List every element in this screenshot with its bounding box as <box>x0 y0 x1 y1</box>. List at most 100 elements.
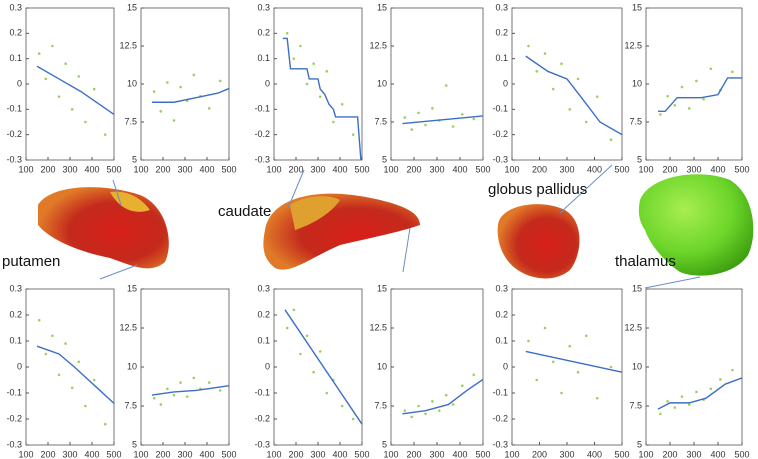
x-tick-label: 200 <box>406 449 421 459</box>
x-tick-label: 100 <box>18 449 33 459</box>
plot-frame <box>273 7 363 161</box>
plot-frame <box>511 288 623 446</box>
structure-label: thalamus <box>615 253 676 270</box>
data-point <box>51 44 54 48</box>
y-tick-label: 12.5 <box>119 40 137 50</box>
chart-panel: -0.3 -0.2 -0.1 0 0.1 0.2 0.3 100 200 300 400 500 <box>6 2 121 174</box>
globus-pallidus-shape <box>497 204 580 279</box>
x-tick-label: 400 <box>710 164 725 174</box>
data-point <box>57 95 61 98</box>
x-tick-label: 400 <box>332 164 347 174</box>
data-point <box>680 395 684 398</box>
y-tick-label: -0.3 <box>6 439 22 449</box>
y-tick-label: 12.5 <box>369 40 387 50</box>
x-tick-label: 500 <box>614 164 629 174</box>
x-tick-label: 500 <box>221 164 236 174</box>
data-point <box>292 308 296 312</box>
plot-frame <box>390 288 484 446</box>
y-tick-label: -0.1 <box>254 387 270 397</box>
x-tick-label: 400 <box>84 164 99 174</box>
fit-line <box>402 378 484 415</box>
x-tick-label: 500 <box>354 164 369 174</box>
y-tick-label: 7.5 <box>124 116 137 126</box>
data-point <box>431 400 434 403</box>
data-point <box>37 318 41 322</box>
data-point <box>461 384 464 388</box>
y-tick-label: 10 <box>632 78 642 88</box>
data-point <box>673 406 677 409</box>
data-point <box>595 396 599 400</box>
fit-line <box>152 87 230 103</box>
plot-frame <box>140 7 230 161</box>
x-tick-label: 200 <box>288 449 303 459</box>
chart-panel: 5 7.5 10 12.5 15 100 200 300 400 500 <box>369 2 490 174</box>
data-point <box>218 79 222 83</box>
x-tick-label: 300 <box>559 449 574 459</box>
x-tick-label: 500 <box>614 449 629 459</box>
y-tick-label: 5 <box>132 154 137 164</box>
y-tick-label: 0 <box>503 361 508 371</box>
x-tick-label: 100 <box>266 449 281 459</box>
y-tick-label: -0.3 <box>254 154 270 164</box>
x-tick-label: 200 <box>155 449 170 459</box>
x-tick-label: 300 <box>62 164 77 174</box>
x-tick-label: 100 <box>266 164 281 174</box>
fit-line <box>658 77 742 113</box>
data-point <box>403 116 407 119</box>
data-point <box>166 81 169 84</box>
y-tick-label: 0.1 <box>495 335 508 345</box>
y-tick-label: 7.5 <box>374 400 387 410</box>
structure-label: putamen <box>2 253 60 270</box>
y-tick-label: -0.1 <box>6 104 22 114</box>
y-tick-label: 7.5 <box>374 116 387 126</box>
data-point <box>179 85 182 89</box>
data-point <box>179 381 182 384</box>
y-tick-label: 7.5 <box>629 400 642 410</box>
thalamus-shape <box>638 174 754 276</box>
plot-frame <box>511 7 623 161</box>
data-point <box>424 123 427 127</box>
data-point <box>166 387 169 391</box>
chart-panel: 5 7.5 10 12.5 15 100 200 300 400 500 <box>624 283 749 459</box>
x-tick-label: 400 <box>332 449 347 459</box>
y-tick-label: 0.3 <box>495 283 508 293</box>
y-tick-label: 10 <box>127 78 137 88</box>
y-tick-label: 0.2 <box>257 309 270 319</box>
x-tick-label: 400 <box>452 164 467 174</box>
data-point <box>325 70 329 73</box>
data-point <box>472 117 476 121</box>
fit-line <box>36 345 115 404</box>
data-point <box>192 73 196 77</box>
data-point <box>70 108 74 111</box>
y-tick-label: 5 <box>382 439 387 449</box>
x-tick-label: 500 <box>734 449 749 459</box>
plot-frame <box>25 7 115 161</box>
y-tick-label: -0.1 <box>492 104 508 114</box>
plot-frame <box>140 288 230 446</box>
x-tick-label: 200 <box>40 164 55 174</box>
x-tick-label: 500 <box>106 449 121 459</box>
chart-panel: 5 7.5 10 12.5 15 100 200 300 400 500 <box>119 283 236 459</box>
fit-line <box>525 55 623 136</box>
fit-line <box>525 350 623 373</box>
data-point <box>417 404 420 408</box>
y-tick-label: -0.2 <box>492 413 508 423</box>
x-tick-label: 500 <box>354 449 369 459</box>
y-tick-label: 15 <box>127 283 137 293</box>
x-tick-label: 100 <box>504 449 519 459</box>
data-point <box>77 75 81 78</box>
putamen-shape <box>38 187 169 269</box>
plot-frame <box>25 288 115 446</box>
x-tick-label: 500 <box>221 449 236 459</box>
y-tick-label: 0.2 <box>9 28 22 38</box>
data-point <box>37 52 41 55</box>
data-point <box>687 403 691 406</box>
data-point <box>207 381 211 384</box>
x-tick-label: 200 <box>288 164 303 174</box>
x-tick-label: 300 <box>310 449 325 459</box>
data-point <box>64 342 67 345</box>
y-tick-label: 10 <box>377 78 387 88</box>
y-tick-label: -0.2 <box>6 413 22 423</box>
fit-line <box>284 309 363 425</box>
